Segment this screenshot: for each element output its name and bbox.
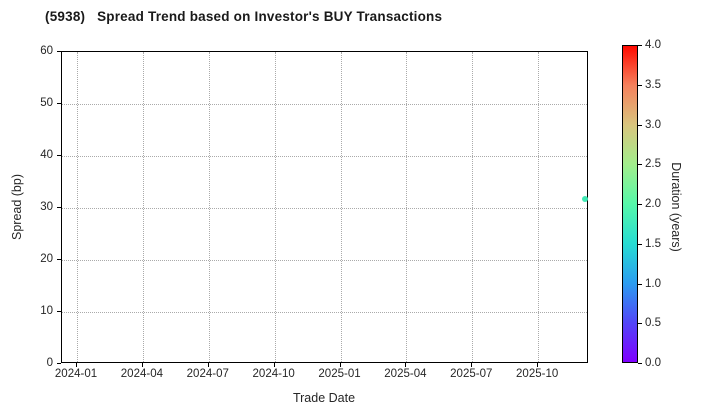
colorbar-tick-label: 2.0: [645, 198, 661, 210]
colorbar-tick-mark: [638, 124, 642, 126]
y-tick-mark: [57, 103, 61, 104]
colorbar-tick-label: 4.0: [645, 39, 661, 51]
y-tick-mark: [57, 207, 61, 208]
y-tick-label: 50: [40, 97, 53, 109]
gridline-horizontal: [62, 260, 587, 261]
colorbar: [622, 45, 638, 363]
x-tick-mark: [339, 363, 341, 367]
plot-area: [61, 51, 589, 363]
x-tick-mark: [405, 363, 407, 367]
colorbar-tick-mark: [638, 243, 642, 245]
x-tick-mark: [141, 363, 143, 367]
x-tick-label: 2024-04: [120, 368, 163, 380]
x-tick-mark: [207, 363, 209, 367]
y-tick-mark: [57, 311, 61, 312]
gridline-horizontal: [62, 156, 587, 157]
x-tick-mark: [537, 363, 539, 367]
gridline-vertical: [538, 52, 540, 362]
x-tick-mark: [471, 363, 473, 367]
gridline-vertical: [77, 52, 79, 362]
x-tick-label: 2025-01: [318, 368, 361, 380]
colorbar-tick-mark: [638, 84, 642, 86]
y-tick-mark: [57, 259, 61, 260]
colorbar-tick-mark: [638, 323, 642, 325]
data-point: [582, 196, 589, 203]
colorbar-tick-mark: [638, 204, 642, 205]
y-tick-mark: [57, 155, 61, 156]
x-tick-label: 2024-01: [54, 368, 98, 380]
colorbar-tick-label: 3.5: [645, 78, 661, 91]
y-tick-mark: [57, 51, 61, 52]
y-tick-mark: [57, 363, 61, 364]
x-tick-mark: [273, 363, 275, 367]
y-tick-label: 20: [40, 253, 53, 265]
gridline-vertical: [472, 52, 474, 362]
x-tick-label: 2024-10: [252, 368, 295, 380]
x-tick-mark: [76, 363, 78, 367]
colorbar-tick-label: 0.0: [645, 357, 661, 369]
gridline-vertical: [340, 52, 342, 362]
gridline-horizontal: [62, 312, 587, 313]
gridline-vertical: [208, 52, 210, 362]
colorbar-tick-label: 0.5: [645, 317, 661, 330]
x-tick-label: 2025-07: [450, 368, 493, 380]
y-tick-label: 60: [40, 45, 53, 57]
x-tick-label: 2025-04: [384, 368, 427, 380]
colorbar-tick-mark: [638, 283, 642, 285]
colorbar-label: Duration (years): [669, 162, 683, 252]
y-tick-label: 30: [40, 201, 53, 213]
gridline-horizontal: [62, 208, 587, 209]
y-tick-label: 0: [46, 357, 53, 369]
colorbar-tick-label: 2.5: [645, 158, 661, 171]
gridline-horizontal: [62, 104, 587, 105]
colorbar-tick-mark: [638, 363, 642, 364]
x-axis-label: Trade Date: [292, 391, 356, 405]
chart-title: (5938) Spread Trend based on Investor's …: [45, 9, 443, 24]
gridline-vertical: [274, 52, 276, 362]
y-tick-label: 40: [40, 149, 53, 161]
colorbar-tick-mark: [638, 164, 642, 166]
colorbar-tick-label: 1.5: [645, 237, 661, 250]
x-tick-label: 2024-07: [186, 368, 229, 380]
gridline-vertical: [406, 52, 408, 362]
gridline-vertical: [142, 52, 144, 362]
colorbar-tick-label: 1.0: [645, 277, 661, 290]
y-tick-label: 10: [40, 305, 53, 317]
colorbar-tick-label: 3.0: [645, 118, 661, 131]
colorbar-tick-mark: [638, 45, 642, 46]
x-tick-label: 2025-10: [516, 368, 559, 380]
